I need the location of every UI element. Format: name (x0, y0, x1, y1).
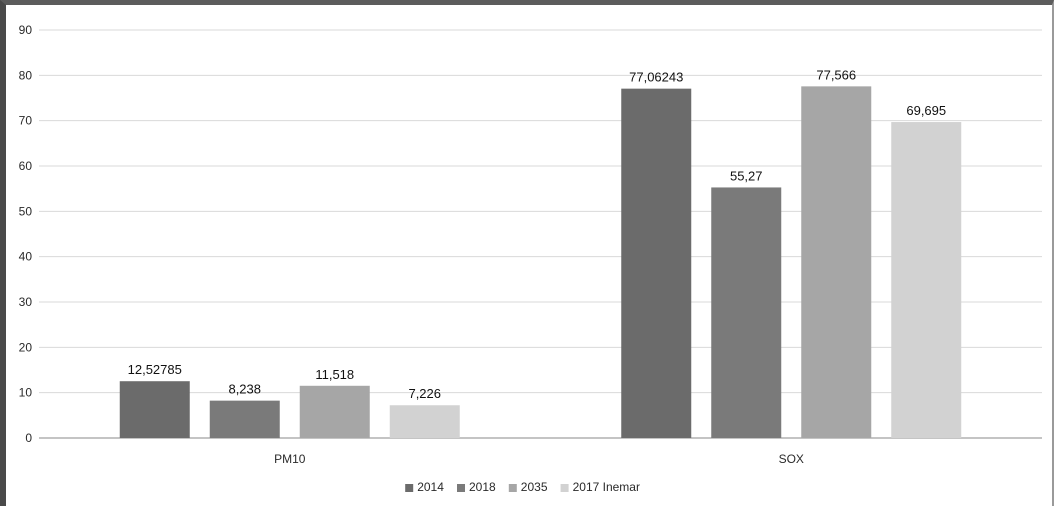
legend-item: 2035 (508, 480, 548, 494)
legend-swatch (508, 484, 517, 492)
bar-pm10-2017-inemar (389, 405, 460, 438)
legend-swatch (457, 484, 465, 492)
bar-sox-2035 (801, 86, 872, 439)
data-label: 55,27 (730, 168, 763, 183)
bar-sox-2018 (711, 187, 782, 438)
data-label: 12,52785 (128, 362, 182, 377)
bar-sox-2014 (621, 88, 692, 438)
legend-label: 2018 (469, 480, 496, 494)
y-tick-label: 60 (19, 159, 33, 173)
legend-swatch (405, 484, 414, 492)
y-tick-label: 50 (19, 204, 33, 218)
legend-label: 2035 (521, 480, 548, 494)
y-tick-label: 10 (19, 386, 33, 400)
bar-chart: 0 10 20 30 40 50 60 70 80 90 12,52785 8,238 11,518 7,… (19, 23, 1042, 494)
y-tick-label: 30 (19, 295, 33, 309)
data-label: 77,06243 (629, 70, 683, 85)
y-tick-label: 90 (19, 23, 33, 37)
y-tick-label: 70 (19, 114, 33, 128)
legend-label: 2017 Inemar (573, 480, 640, 494)
legend-swatch (560, 484, 569, 492)
bar-pm10-2018 (209, 400, 280, 438)
legend-item: 2018 (457, 480, 496, 494)
category-label: SOX (779, 452, 804, 466)
data-label: 7,226 (408, 386, 441, 401)
data-label: 77,566 (816, 67, 856, 82)
category-label: PM10 (274, 452, 306, 466)
y-tick-label: 20 (19, 340, 33, 354)
y-tick-label: 80 (19, 68, 33, 82)
bar-pm10-2014 (119, 381, 190, 438)
y-tick-label: 40 (19, 250, 33, 264)
legend-label: 2014 (417, 480, 444, 494)
data-label: 11,518 (315, 367, 354, 382)
legend-item: 2014 (405, 480, 444, 494)
data-label: 8,238 (228, 382, 261, 397)
bar-sox-2017-inemar (891, 122, 962, 439)
bar-pm10-2035 (299, 385, 370, 438)
data-label: 69,695 (906, 103, 946, 118)
legend-item: 2017 Inemar (560, 480, 640, 494)
y-tick-label: 0 (25, 431, 32, 445)
